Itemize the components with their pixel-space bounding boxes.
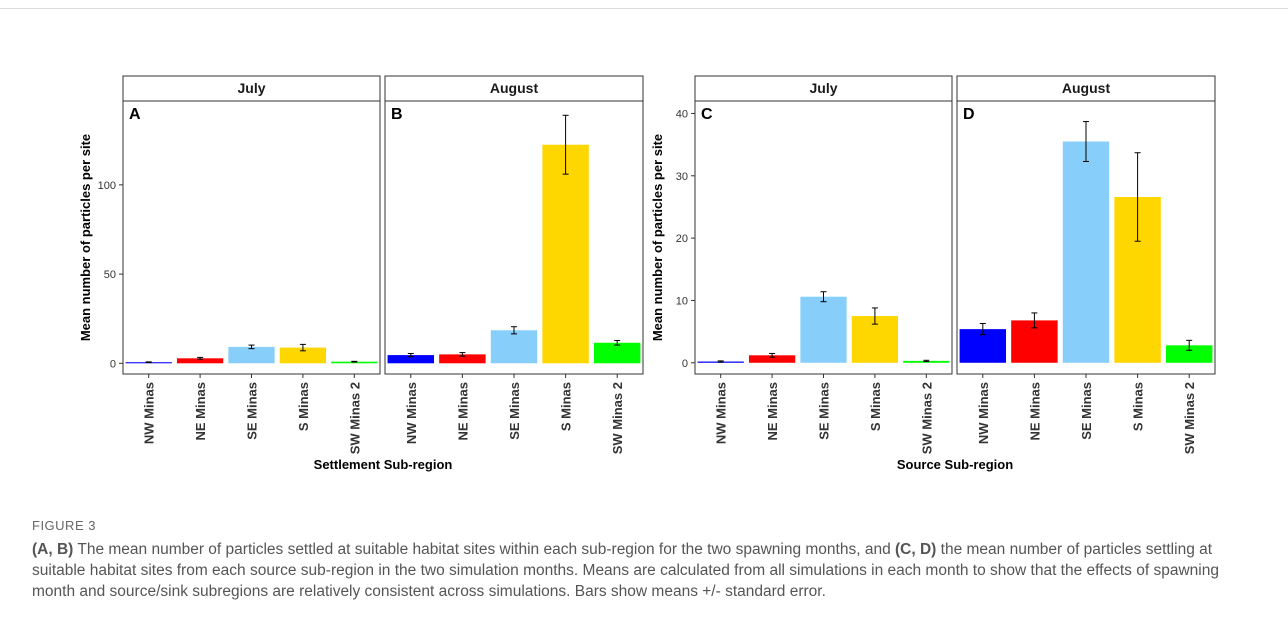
strip-label-A: July <box>237 80 265 96</box>
x-tick-label-A-3: S Minas <box>296 382 311 431</box>
caption-text-1: The mean number of particles settled at … <box>73 541 896 558</box>
panel-strip-D <box>956 75 1216 102</box>
panel-strip-B <box>384 75 644 102</box>
strip-label-C: July <box>809 80 837 96</box>
x-tick-label-B-4: SW Minas 2 <box>610 382 625 454</box>
y-tick-label-A-1: 50 <box>104 269 116 281</box>
x-axis-label-settlement: Settlement Sub-region <box>314 457 453 472</box>
caption-ref-cd: (C, D) <box>895 541 937 558</box>
x-tick-label-D-1: NE Minas <box>1027 382 1042 441</box>
strip-label-B: August <box>490 80 539 96</box>
x-tick-label-C-2: SE Minas <box>817 382 832 440</box>
bar-B-4 <box>593 342 641 364</box>
x-tick-label-A-1: NE Minas <box>193 382 208 441</box>
bar-D-2 <box>1062 141 1110 363</box>
x-tick-label-C-4: SW Minas 2 <box>919 382 934 454</box>
x-tick-label-B-1: NE Minas <box>455 382 470 441</box>
strip-label-D: August <box>1062 80 1111 96</box>
panel-border-A <box>122 100 381 375</box>
x-tick-label-D-4: SW Minas 2 <box>1182 382 1197 454</box>
bar-A-2 <box>228 346 275 364</box>
y-tick-label-C-4: 40 <box>676 108 688 120</box>
x-tick-label-B-3: S Minas <box>559 382 574 431</box>
x-tick-label-A-0: NW Minas <box>142 382 157 444</box>
bar-C-2 <box>800 296 847 363</box>
y-tick-label-C-1: 10 <box>676 295 688 307</box>
bar-D-4 <box>1165 345 1213 363</box>
panel-letter-D: D <box>963 106 975 123</box>
x-tick-label-D-0: NW Minas <box>976 382 991 444</box>
y-tick-label-C-2: 20 <box>676 233 688 245</box>
caption-ref-ab: (A, B) <box>32 541 74 558</box>
figure-caption: FIGURE 3 (A, B) The mean number of parti… <box>32 518 1252 602</box>
x-tick-label-A-2: SE Minas <box>245 382 260 440</box>
bar-B-1 <box>439 354 486 364</box>
bar-C-1 <box>748 355 796 363</box>
x-tick-label-C-0: NW Minas <box>714 382 729 444</box>
bar-B-0 <box>387 355 435 364</box>
panel-strip-C <box>694 75 953 102</box>
caption-text-2: the mean number of particles settling at… <box>32 541 1219 600</box>
bar-B-2 <box>490 330 538 364</box>
bar-A-3 <box>279 347 327 364</box>
figure-3-chart: July A NW Minas NE Minas SE Minas S Minas SW M… <box>78 75 1216 472</box>
x-tick-label-D-2: SE Minas <box>1079 382 1094 440</box>
x-tick-label-B-0: NW Minas <box>404 382 419 444</box>
figure-frame <box>0 8 1288 631</box>
panel-letter-B: B <box>391 106 403 123</box>
x-tick-label-B-2: SE Minas <box>507 382 522 440</box>
panel-letter-A: A <box>129 106 141 123</box>
panel-letter-C: C <box>701 106 713 123</box>
x-tick-label-D-3: S Minas <box>1131 382 1146 431</box>
x-tick-label-C-1: NE Minas <box>765 382 780 441</box>
x-axis-label-source: Source Sub-region <box>897 457 1013 472</box>
x-tick-label-A-4: SW Minas 2 <box>347 382 362 454</box>
x-tick-label-C-3: S Minas <box>868 382 883 431</box>
bar-A-1 <box>176 358 224 364</box>
y-tick-label-C-3: 30 <box>676 171 688 183</box>
bar-B-3 <box>542 144 589 364</box>
y-tick-label-C-0: 0 <box>682 358 688 370</box>
caption-text: (A, B) The mean number of particles sett… <box>32 539 1252 602</box>
y-axis-label-A: Mean number of particles per site <box>78 134 93 341</box>
figure-label: FIGURE 3 <box>32 518 96 533</box>
y-axis-label-C: Mean number of particles per site <box>650 134 665 341</box>
y-tick-label-A-0: 0 <box>110 358 116 370</box>
y-tick-label-A-2: 100 <box>98 180 116 192</box>
